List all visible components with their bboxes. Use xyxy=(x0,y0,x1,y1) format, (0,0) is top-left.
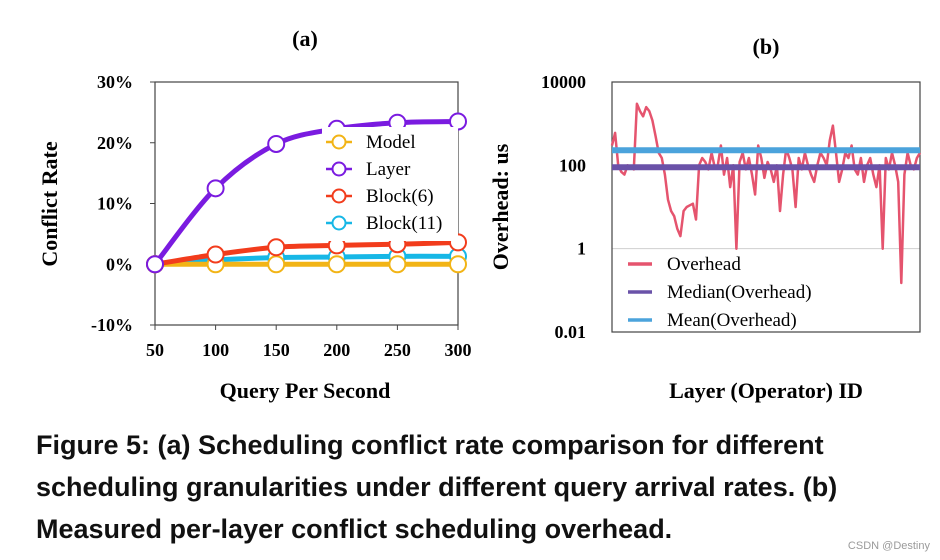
panel-a-point-block-6 xyxy=(267,238,286,257)
panel-a-point-layer xyxy=(146,255,164,274)
panel-b-series xyxy=(610,102,922,285)
panel-a-xtick-label: 300 xyxy=(445,340,472,360)
panel-a-chart: (a) -10% 0% 10% 20% 30% 50 100 150 200 250 300 Qu… xyxy=(37,26,472,403)
figure-canvas: (a) -10% 0% 10% 20% 30% 50 100 150 200 250 300 Qu… xyxy=(37,26,922,403)
panel-b-legend-box xyxy=(620,250,865,330)
panel-b-frame xyxy=(611,81,921,333)
panel-b-ylabel: Overhead: us xyxy=(488,143,513,270)
panel-b-ytick-label: 100 xyxy=(559,155,586,175)
panel-a-title: (a) xyxy=(292,26,318,51)
panel-b-ytick-label: 1 xyxy=(577,239,586,259)
panel-a-ytick-label: 0% xyxy=(106,254,133,274)
panel-a-ylabel: Conflict Rate xyxy=(37,141,62,266)
panel-a-point-model xyxy=(267,255,286,274)
panel-a-y-ticks: -10% 0% 10% 20% 30% xyxy=(91,72,155,335)
panel-b-chart: (b) 0.01 1 100 10000 Layer (Operator) ID Ov… xyxy=(488,34,922,403)
panel-a-xlabel: Query Per Second xyxy=(220,378,391,403)
panel-a-legend-label-block-6: Block(6) xyxy=(366,186,434,207)
panel-b-y-ticks: 0.01 1 100 10000 xyxy=(541,72,586,342)
panel-a-xtick-label: 250 xyxy=(384,340,411,360)
panel-a-point-layer xyxy=(206,179,225,198)
panel-a-point-model xyxy=(449,255,467,274)
panel-a-xtick-label: 50 xyxy=(146,340,164,360)
panel-a-ytick-label: 10% xyxy=(97,194,133,214)
caption-line-3: Measured per-layer conflict scheduling o… xyxy=(36,514,673,544)
panel-a-point-model xyxy=(327,255,346,274)
figure-caption: Figure 5: (a) Scheduling conflict rate c… xyxy=(36,424,936,550)
panel-a-xtick-label: 100 xyxy=(202,340,229,360)
panel-a-ytick-label: 30% xyxy=(97,72,133,92)
panel-a-xtick-label: 150 xyxy=(263,340,290,360)
panel-a-x-ticks: 50 100 150 200 250 300 xyxy=(146,325,472,360)
panel-a-legend-marker-layer xyxy=(331,161,347,177)
watermark: CSDN @Destiny xyxy=(847,540,930,552)
panel-a-point-layer xyxy=(267,134,286,153)
caption-line-2: scheduling granularities under different… xyxy=(36,472,838,502)
panel-a-legend-marker-model xyxy=(331,134,347,150)
panel-a-legend-marker-block-11 xyxy=(331,215,347,231)
panel-a-point-model xyxy=(388,255,407,274)
panel-a-ytick-label: 20% xyxy=(97,133,133,153)
panel-a-legend-marker-block-6 xyxy=(331,188,347,204)
panel-b-ytick-label: 0.01 xyxy=(555,322,587,342)
panel-b-xlabel: Layer (Operator) ID xyxy=(669,378,863,403)
caption-line-1: Figure 5: (a) Scheduling conflict rate c… xyxy=(36,430,824,460)
panel-b-legend-label-median-overhead: Median(Overhead) xyxy=(667,282,812,303)
panel-a-xtick-label: 200 xyxy=(323,340,350,360)
panel-a-legend-label-block-11: Block(11) xyxy=(366,213,442,234)
panel-a-legend: Model Layer Block(6) Block(11) xyxy=(322,127,458,241)
panel-b-ytick-label: 10000 xyxy=(541,72,586,92)
panel-b-title: (b) xyxy=(753,34,780,59)
panel-b-legend: Overhead Median(Overhead) Mean(Overhead) xyxy=(620,250,865,331)
panel-a-legend-label-layer: Layer xyxy=(366,159,411,180)
panel-a-legend-label-model: Model xyxy=(366,132,416,153)
panel-a-series xyxy=(146,112,467,274)
panel-a-point-block-6 xyxy=(206,245,225,264)
panel-b-legend-label-overhead: Overhead xyxy=(667,254,741,275)
panel-a-ytick-label: -10% xyxy=(91,315,133,335)
panel-b-legend-label-mean-overhead: Mean(Overhead) xyxy=(667,310,797,331)
